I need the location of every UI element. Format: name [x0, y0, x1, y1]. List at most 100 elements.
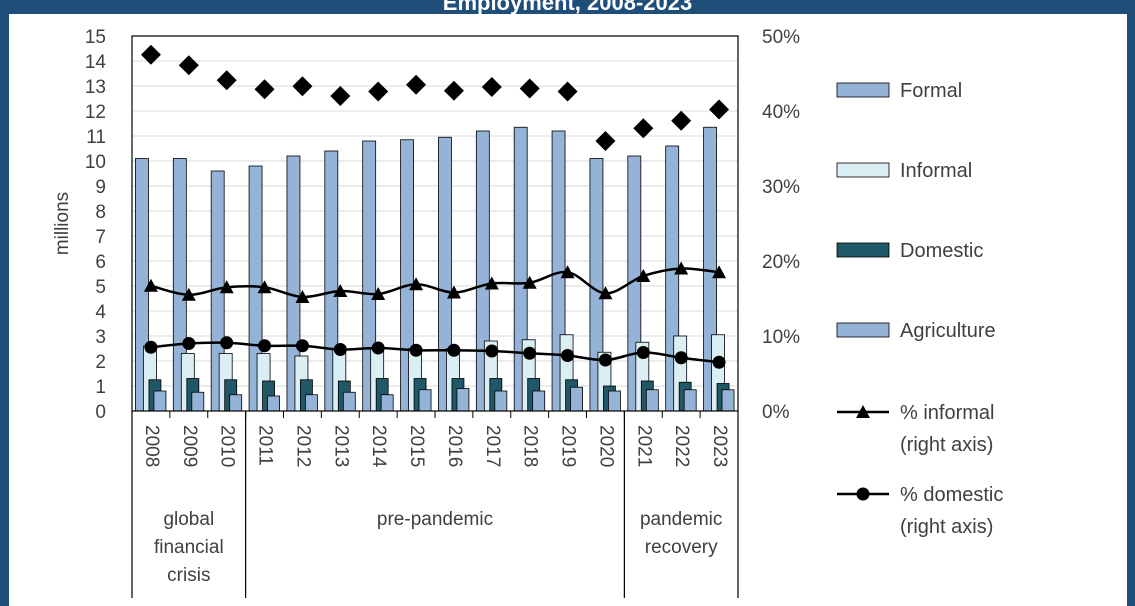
y-tick-label: 10 — [85, 152, 106, 173]
bar-agriculture — [456, 388, 470, 412]
legend-swatch-formal — [836, 82, 890, 98]
diamond-marker — [443, 80, 464, 101]
y2-tick-label: 30% — [762, 177, 800, 198]
marker-pct-informal — [446, 285, 461, 299]
bar-agriculture — [570, 386, 583, 412]
y-tick-label: 2 — [95, 352, 106, 373]
diamond-marker — [633, 118, 654, 139]
x-tick-label: 2019 — [558, 425, 579, 467]
marker-pct-informal — [484, 276, 499, 290]
diamond-marker — [709, 99, 730, 120]
marker-pct-domestic — [371, 341, 385, 355]
x-tick-label: 2017 — [482, 425, 503, 467]
marker-pct-informal — [333, 284, 348, 297]
diamond-marker — [671, 110, 692, 131]
y2-tick-label: 40% — [762, 102, 800, 123]
y-axis-label: millions — [52, 192, 73, 255]
legend-label: (right axis) — [900, 434, 993, 456]
x-tick-label: 2011 — [255, 425, 276, 466]
y-tick-label: 0 — [95, 402, 106, 423]
diamond-marker — [481, 77, 502, 97]
marker-pct-domestic — [598, 353, 612, 367]
marker-pct-informal — [181, 287, 196, 301]
y-tick-label: 13 — [85, 77, 106, 98]
marker-pct-informal — [522, 275, 537, 289]
marker-pct-domestic — [333, 343, 347, 356]
x-tick-label: 2013 — [330, 425, 351, 467]
group-label: pre-pandemic — [377, 509, 493, 530]
marker-pct-domestic — [674, 351, 688, 365]
y-tick-label: 9 — [95, 177, 106, 198]
y2-tick-label: 20% — [762, 252, 800, 273]
marker-pct-domestic — [182, 337, 196, 350]
diamond-marker — [140, 44, 161, 65]
bar-agriculture — [532, 390, 546, 412]
marker-pct-domestic — [485, 344, 499, 358]
bar-agriculture — [267, 395, 280, 412]
y-tick-label: 6 — [95, 252, 106, 273]
diamond-marker — [406, 74, 427, 95]
diamond-marker — [557, 81, 578, 102]
marker-pct-informal — [712, 265, 727, 279]
y2-tick-label: 0% — [762, 402, 790, 423]
legend-marker-domestic — [856, 487, 870, 501]
marker-pct-informal — [295, 290, 310, 303]
frame-border-right — [1127, 0, 1135, 606]
x-tick-label: 2020 — [595, 425, 616, 467]
diamond-marker — [519, 78, 540, 99]
bar-agriculture — [342, 391, 356, 412]
marker-pct-informal — [674, 261, 689, 275]
marker-pct-domestic — [258, 339, 272, 353]
y-tick-label: 5 — [95, 277, 106, 298]
legend-marker-informal — [856, 405, 870, 418]
legend-label: Formal — [900, 80, 962, 102]
marker-pct-informal — [409, 277, 424, 291]
marker-pct-informal — [257, 280, 272, 294]
legend-label: Agriculture — [900, 320, 996, 342]
y-tick-label: 7 — [95, 227, 106, 248]
group-label: recovery — [645, 537, 718, 558]
line-pct-informal — [150, 267, 720, 299]
group-label: pandemic — [640, 509, 722, 530]
bar-agriculture — [418, 389, 432, 412]
marker-pct-informal — [560, 265, 575, 279]
x-tick-label: 2014 — [368, 425, 389, 468]
diamond-marker — [292, 76, 313, 97]
diamond-marker — [595, 131, 616, 151]
marker-pct-informal — [371, 287, 386, 300]
chart-title: Employment, 2008-2023 — [442, 0, 693, 14]
y-tick-label: 4 — [95, 302, 106, 323]
bar-agriculture — [721, 389, 735, 412]
marker-pct-informal — [219, 280, 234, 294]
bar-agriculture — [229, 394, 243, 412]
bar-agriculture — [494, 390, 508, 412]
x-tick-label: 2012 — [292, 425, 313, 467]
legend-label: Domestic — [900, 240, 983, 262]
x-tick-label: 2009 — [179, 425, 200, 467]
bar-agriculture — [380, 394, 394, 412]
x-tick-label: 2021 — [633, 425, 654, 467]
legend-swatch-domestic — [836, 242, 890, 258]
diamond-marker — [178, 55, 199, 76]
marker-pct-informal — [636, 269, 651, 282]
legend-label: (right axis) — [900, 516, 993, 538]
diamond-marker — [330, 86, 351, 106]
x-tick-label: 2016 — [444, 425, 465, 467]
bar-agriculture — [608, 390, 621, 412]
y-tick-label: 15 — [85, 27, 106, 48]
x-tick-label: 2018 — [520, 425, 541, 467]
marker-pct-informal — [143, 278, 158, 292]
x-tick-label: 2022 — [671, 425, 692, 467]
y-tick-label: 8 — [95, 202, 106, 223]
line-pct-domestic — [150, 341, 720, 364]
x-tick-label: 2023 — [709, 425, 730, 467]
y2-tick-label: 50% — [762, 27, 800, 48]
marker-pct-domestic — [712, 355, 726, 369]
x-tick-label: 2008 — [141, 425, 162, 467]
marker-pct-domestic — [561, 349, 575, 362]
group-label: financial — [154, 537, 224, 558]
legend-swatch-informal — [836, 162, 890, 178]
legend-label: % domestic — [900, 484, 1003, 506]
